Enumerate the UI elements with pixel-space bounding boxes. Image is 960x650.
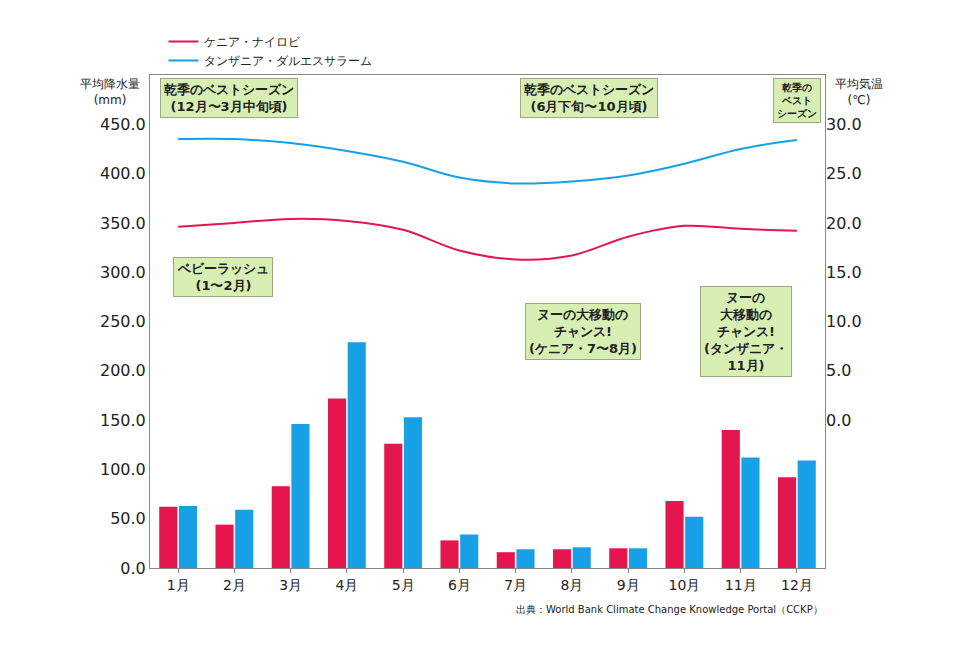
svg-text:8月: 8月: [560, 577, 583, 593]
svg-text:9月: 9月: [617, 577, 640, 593]
svg-text:ベビーラッシュ(1〜2月): ベビーラッシュ(1〜2月): [177, 261, 269, 293]
svg-text:12月: 12月: [781, 577, 813, 593]
svg-text:乾季のベストシーズン(12月〜3月中旬頃): 乾季のベストシーズン(12月〜3月中旬頃): [164, 82, 294, 114]
svg-text:100.0: 100.0: [100, 460, 146, 479]
svg-text:乾季のベストシーズン(6月下旬〜10月頃): 乾季のベストシーズン(6月下旬〜10月頃): [524, 82, 654, 114]
svg-text:150.0: 150.0: [100, 411, 146, 430]
svg-text:5月: 5月: [392, 577, 415, 593]
svg-text:200.0: 200.0: [100, 361, 146, 380]
svg-text:300.0: 300.0: [100, 263, 146, 282]
svg-text:0.0: 0.0: [120, 559, 145, 578]
svg-text:10月: 10月: [668, 577, 700, 593]
svg-text:30.0: 30.0: [826, 115, 862, 134]
svg-text:350.0: 350.0: [100, 214, 146, 233]
svg-text:20.0: 20.0: [826, 214, 862, 233]
svg-text:3月: 3月: [279, 577, 302, 593]
svg-text:ヌーの大移動のチャンス!(タンザニア・11月): ヌーの大移動のチャンス!(タンザニア・11月): [704, 290, 788, 373]
svg-text:250.0: 250.0: [100, 312, 146, 331]
svg-text:25.0: 25.0: [826, 164, 862, 183]
svg-text:平均気温(℃): 平均気温(℃): [835, 77, 883, 107]
svg-text:7月: 7月: [504, 577, 527, 593]
svg-text:400.0: 400.0: [100, 164, 146, 183]
svg-text:6月: 6月: [448, 577, 471, 593]
svg-text:1月: 1月: [167, 577, 190, 593]
svg-text:2月: 2月: [223, 577, 246, 593]
svg-text:15.0: 15.0: [826, 263, 862, 282]
svg-text:ヌーの大移動のチャンス!(ケニア・7〜8月): ヌーの大移動のチャンス!(ケニア・7〜8月): [529, 307, 637, 356]
svg-text:4月: 4月: [335, 577, 358, 593]
svg-text:10.0: 10.0: [826, 312, 862, 331]
svg-text:乾季のベストシーズン: 乾季のベストシーズン: [777, 82, 817, 119]
svg-text:出典：World Bank Climate Change K: 出典：World Bank Climate Change Knowledge P…: [516, 604, 823, 615]
svg-text:450.0: 450.0: [100, 115, 146, 134]
svg-text:0.0: 0.0: [826, 411, 851, 430]
svg-text:11月: 11月: [725, 577, 757, 593]
svg-text:50.0: 50.0: [110, 509, 146, 528]
svg-text:タンザニア・ダルエスサラーム: タンザニア・ダルエスサラーム: [204, 54, 372, 68]
svg-text:平均降水量(mm): 平均降水量(mm): [80, 77, 140, 107]
svg-text:ケニア・ナイロビ: ケニア・ナイロビ: [204, 35, 301, 49]
svg-text:5.0: 5.0: [826, 361, 851, 380]
